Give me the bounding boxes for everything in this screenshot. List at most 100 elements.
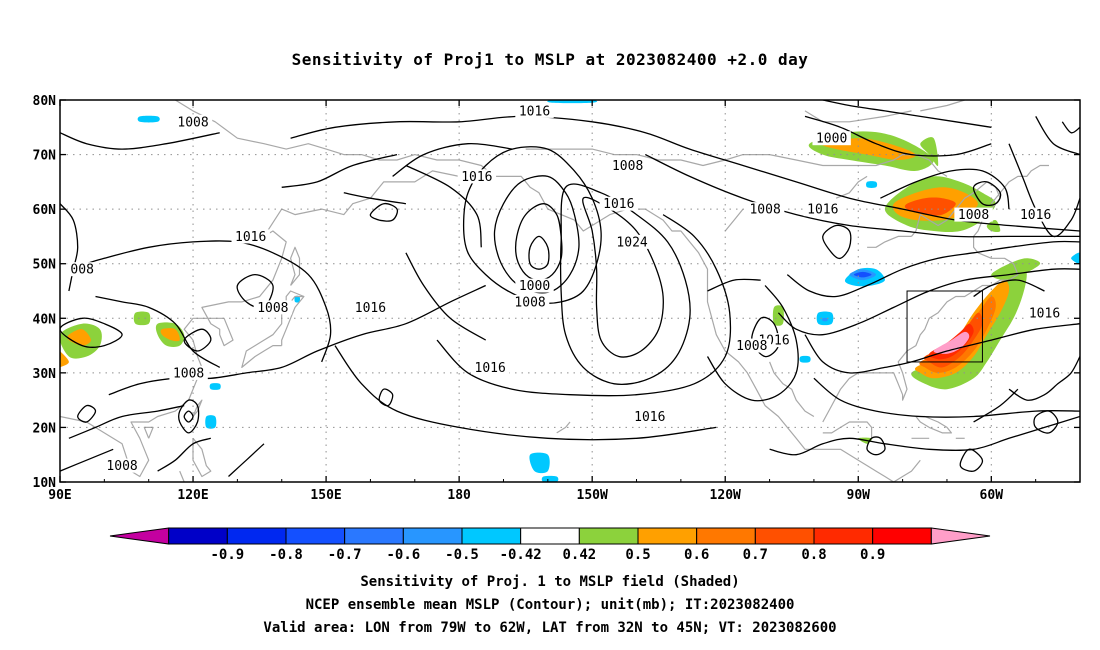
mslp-isobar bbox=[769, 415, 1080, 456]
mslp-isobar bbox=[68, 404, 185, 439]
y-tick-label: 20N bbox=[33, 421, 57, 436]
colorbar-label: 0.9 bbox=[860, 547, 885, 563]
mslp-isobar bbox=[68, 240, 332, 363]
coastline-segment bbox=[724, 208, 744, 232]
mslp-isobar bbox=[60, 132, 220, 150]
plot-frame bbox=[59, 99, 1081, 483]
colorbar-label: 0.6 bbox=[684, 547, 709, 563]
contour-label: 1016 bbox=[634, 410, 665, 425]
mslp-isobar bbox=[1035, 116, 1080, 156]
mslp-isobar bbox=[77, 404, 97, 423]
contour-label-bg bbox=[510, 294, 550, 309]
mslp-isobar bbox=[157, 437, 212, 472]
mslp-isobar bbox=[436, 214, 732, 397]
mslp-isobar bbox=[822, 100, 992, 128]
sensitivity-patch-n0.5 bbox=[294, 295, 301, 303]
contour-label-bg bbox=[515, 278, 554, 293]
contour-label-bg bbox=[169, 365, 208, 380]
colorbar-segment bbox=[520, 527, 580, 545]
x-axis-ticks: 90E 120E 150E 180 150W 120W 90W 60W bbox=[48, 100, 1037, 503]
x-tick-label: 120W bbox=[710, 488, 741, 503]
mslp-isobar bbox=[972, 181, 1002, 207]
contour-label: 1008 bbox=[106, 459, 137, 474]
contour-label: 1008 bbox=[736, 339, 767, 354]
colorbar-segment bbox=[285, 527, 346, 545]
mslp-isobar bbox=[959, 448, 984, 472]
coastline-segment bbox=[290, 246, 301, 286]
contour-label-bg bbox=[745, 202, 785, 217]
mslp-isobar bbox=[582, 196, 664, 358]
sensitivity-patch-p0.6 bbox=[160, 328, 180, 342]
contour-label: 1016 bbox=[807, 203, 838, 218]
coastline-segment bbox=[822, 421, 873, 439]
sensitivity-patch-n0.5 bbox=[137, 115, 160, 123]
colorbar-segment bbox=[402, 527, 463, 545]
sensitivity-patch-p0.5 bbox=[133, 311, 151, 326]
mslp-isobar bbox=[973, 388, 1019, 423]
mslp-isobar bbox=[183, 410, 194, 423]
mslp-isobar bbox=[1008, 356, 1080, 401]
colorbar-label: -0.8 bbox=[269, 547, 303, 563]
grid-lines bbox=[60, 100, 1080, 482]
mslp-isobar bbox=[290, 115, 1080, 232]
colorbar-end-right bbox=[930, 527, 991, 545]
colorbar-segment bbox=[813, 527, 874, 545]
contour-label: 1016 bbox=[355, 301, 386, 316]
coastline-segment bbox=[867, 235, 912, 248]
mslp-isobar bbox=[493, 175, 580, 294]
contour-label-bg bbox=[732, 338, 772, 353]
sensitivity-patch-p0.8 bbox=[904, 197, 956, 216]
contour-label: 1008 bbox=[958, 208, 989, 223]
mslp-isobar bbox=[405, 164, 482, 248]
coastline-segment bbox=[556, 421, 571, 434]
mslp-isobar bbox=[786, 240, 1080, 298]
coastline-segment bbox=[920, 100, 965, 112]
contour-label-bg bbox=[67, 262, 98, 277]
contour-label: 008 bbox=[70, 263, 93, 278]
mslp-isobar bbox=[236, 273, 274, 309]
contour-label-bg bbox=[954, 207, 993, 222]
contour-label: 1008 bbox=[612, 159, 643, 174]
x-tick-label: 90E bbox=[48, 488, 71, 503]
y-tick-label: 60N bbox=[33, 203, 57, 218]
contour-label-bg bbox=[253, 300, 293, 315]
mslp-isobar bbox=[343, 192, 406, 205]
mslp-isobar bbox=[880, 168, 1010, 210]
caption-contour: NCEP ensemble mean MSLP (Contour); unit(… bbox=[305, 597, 795, 613]
coastline-segment bbox=[143, 426, 154, 439]
contour-label: 1008 bbox=[749, 203, 780, 218]
contour-label-bg bbox=[457, 169, 497, 184]
x-tick-label: 180 bbox=[447, 488, 471, 503]
map-title: Sensitivity of Proj1 to MSLP at 20230824… bbox=[291, 50, 809, 69]
contour-label-bg bbox=[803, 202, 842, 217]
mslp-isobar bbox=[707, 278, 761, 292]
mslp-isobar bbox=[378, 388, 394, 407]
contour-label-bg bbox=[599, 196, 638, 211]
sensitivity-patch-n0.5 bbox=[209, 383, 221, 390]
contour-label: 1016 bbox=[235, 230, 266, 245]
colorbar-segment bbox=[461, 527, 522, 545]
colorbar-segment bbox=[754, 527, 815, 545]
x-tick-label: 60W bbox=[980, 488, 1004, 503]
caption-shaded: Sensitivity of Proj. 1 to MSLP field (Sh… bbox=[360, 574, 740, 590]
x-tick-label: 120E bbox=[177, 488, 208, 503]
colorbar-label: -0.42 bbox=[500, 547, 542, 563]
sensitivity-patch-pmax bbox=[933, 331, 970, 354]
contour-label: 1008 bbox=[257, 301, 288, 316]
colorbar-segment bbox=[696, 527, 756, 545]
colorbar-end-left bbox=[109, 527, 170, 545]
contour-label: 1008 bbox=[173, 366, 204, 381]
coastline-segment bbox=[804, 110, 912, 123]
colorbar-label: 0.8 bbox=[801, 547, 826, 563]
mslp-isobar bbox=[405, 252, 487, 341]
mslp-isobar bbox=[706, 285, 799, 402]
sensitivity-shading bbox=[60, 100, 1080, 482]
y-axis-ticks: 10N 20N 30N 40N 50N 60N 70N 80N bbox=[33, 94, 1080, 491]
sensitivity-patch-n0.5 bbox=[205, 415, 217, 429]
mslp-isobar bbox=[1008, 143, 1080, 238]
mslp-isobar bbox=[281, 153, 398, 188]
x-tick-label: 150E bbox=[310, 488, 341, 503]
y-tick-label: 70N bbox=[33, 149, 57, 164]
mslp-isobar bbox=[178, 399, 200, 434]
mslp-isobar bbox=[108, 284, 486, 396]
